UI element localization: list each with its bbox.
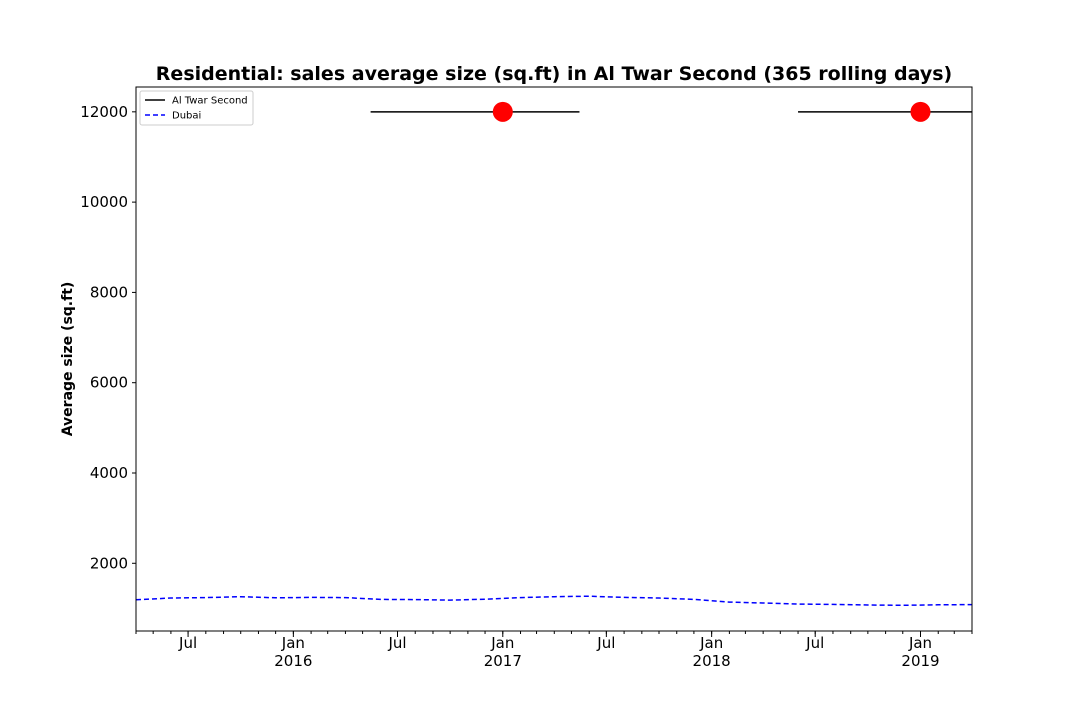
x-tick-label: Jul <box>387 634 406 652</box>
series-line-dubai <box>135 595 973 607</box>
x-tick-label: Jan <box>908 634 932 652</box>
data-point-al-twar-second <box>492 101 513 122</box>
y-axis-label: Average size (sq.ft) <box>60 282 76 437</box>
x-tick-label: Jan <box>490 634 514 652</box>
legend: Al Twar Second Dubai <box>139 90 254 126</box>
x-tick-label: Jul <box>178 634 197 652</box>
y-tick-label: 10000 <box>80 193 128 211</box>
y-tick-label: 2000 <box>90 554 128 572</box>
x-tick-label: Jul <box>805 634 824 652</box>
legend-box <box>139 90 254 126</box>
x-tick-year-label: 2017 <box>484 652 522 670</box>
plot-frame <box>135 86 973 632</box>
legend-label-dubai: Dubai <box>172 111 201 122</box>
legend-label-al-twar-second: Al Twar Second <box>172 96 248 107</box>
x-tick-label: Jul <box>596 634 615 652</box>
x-tick-year-label: 2019 <box>901 652 939 670</box>
y-tick-label: 12000 <box>80 103 128 121</box>
chart-title: Residential: sales average size (sq.ft) … <box>156 63 952 85</box>
x-tick-year-label: 2018 <box>693 652 731 670</box>
y-tick-label: 4000 <box>90 464 128 482</box>
x-tick-label: Jan <box>699 634 723 652</box>
y-tick-label: 8000 <box>90 283 128 301</box>
data-point-al-twar-second <box>910 101 931 122</box>
x-tick-label: Jan <box>281 634 305 652</box>
x-tick-year-label: 2016 <box>274 652 312 670</box>
y-tick-label: 6000 <box>90 374 128 392</box>
